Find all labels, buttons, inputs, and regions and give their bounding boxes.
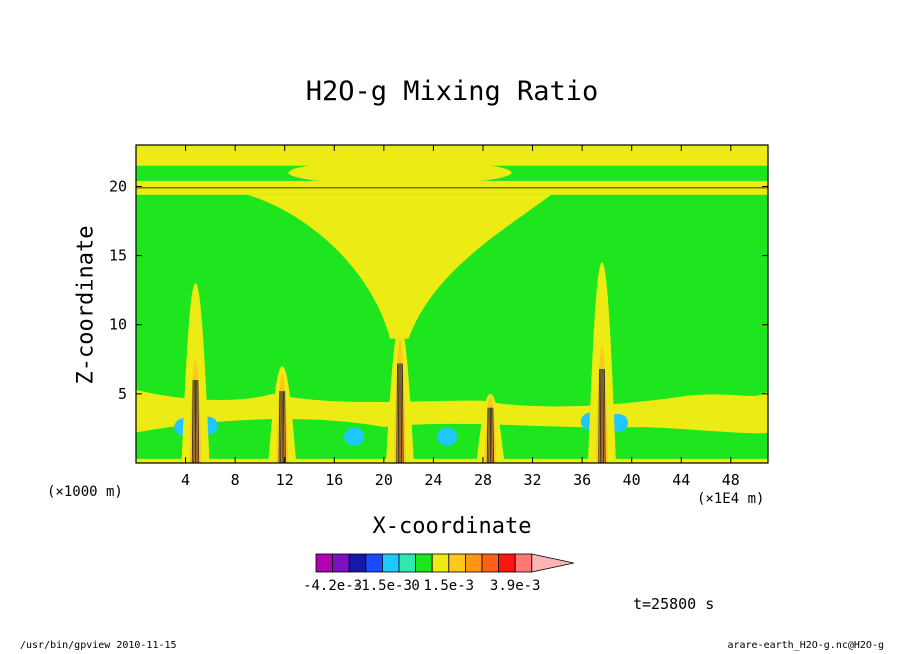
colorbar-swatch [431,553,450,573]
colorbar-label: -1.5e-3 [353,578,412,594]
colorbar-swatch [481,553,500,573]
x-tick-label: 32 [524,471,542,489]
x-tick-label: 28 [474,471,492,489]
colorbar-swatch [315,553,334,573]
y-tick-label: 15 [109,247,127,265]
colorbar-swatch [365,553,383,573]
field-tower-contour [598,368,600,463]
plot-frame [135,144,769,464]
x-tick-label: 8 [231,471,240,489]
time-label: t=25800 s [633,595,715,613]
colorbar-swatch [415,553,433,573]
x-tick-label: 40 [623,471,641,489]
x-axis-unit: (×1000 m) [47,484,123,500]
field-negative-pocket [344,427,365,446]
x-tick-label: 24 [424,471,442,489]
colorbar-label: 0 [411,578,419,594]
y-tick-label: 5 [118,385,127,403]
colorbar-arrow [531,553,574,573]
chart-title: H2O-g Mixing Ratio [305,76,599,107]
x-axis-scale-note: (×1E4 m) [697,491,765,507]
x-tick-label: 48 [722,471,740,489]
footer-source-file: arare-earth_H2O-g.nc@H2O-g [727,640,884,651]
x-tick-label: 4 [181,471,190,489]
footer-program-date: /usr/bin/gpview 2010-11-15 [20,640,177,651]
colorbar: -4.2e-3-1.5e-3 0 1.5e-3 3.9e-3 [303,553,574,594]
field-tower-contour [191,380,194,463]
field-surface-layer [136,458,768,463]
field-tower-contour [401,363,404,463]
field-tower-contour [492,407,495,463]
field-tower-contour [284,391,286,463]
colorbar-swatch [498,553,516,573]
colorbar-swatch [448,553,466,573]
field-tower-contour [603,368,606,463]
x-tick-label: 36 [573,471,591,489]
colorbar-swatch [332,553,350,573]
x-tick-label: 20 [375,471,393,489]
field-negative-pocket [437,427,458,446]
field-upper-band [136,145,768,166]
colorbar-swatch [514,553,533,573]
colorbar-swatch [464,553,483,573]
x-axis-label: X-coordinate [372,514,532,539]
field-tower-contour [396,363,399,463]
colorbar-swatch [398,553,417,573]
field-tower-contour [278,391,281,463]
field-tower-contour [486,407,489,463]
x-tick-label: 12 [276,471,294,489]
x-tick-label: 16 [325,471,343,489]
colorbar-label: 3.9e-3 [490,578,541,594]
field-upper-plume [288,160,512,185]
colorbar-label: 1.5e-3 [424,578,475,594]
y-tick-label: 10 [109,316,127,334]
y-tick-label: 20 [109,177,127,195]
field-central-funnel [247,194,552,339]
colorbar-label: -4.2e-3 [303,578,362,594]
colorbar-swatch [381,553,400,573]
field-tower-contour [197,380,200,463]
colorbar-swatch [348,553,367,573]
x-tick-label: 44 [672,471,690,489]
